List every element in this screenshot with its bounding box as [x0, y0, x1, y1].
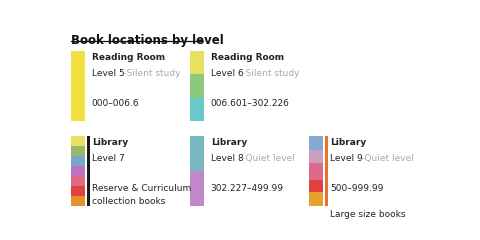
Text: Level 6: Level 6: [211, 69, 243, 78]
Bar: [87, 136, 90, 206]
Text: –Silent study: –Silent study: [240, 69, 299, 78]
Bar: [309, 192, 324, 206]
Text: Level 9: Level 9: [330, 155, 363, 163]
Bar: [309, 150, 324, 163]
Text: Level 8: Level 8: [211, 155, 243, 163]
Bar: [71, 176, 85, 186]
Text: Reserve & Curriculum
collection books: Reserve & Curriculum collection books: [92, 184, 191, 205]
Text: –Quiet level: –Quiet level: [240, 155, 295, 163]
Text: 006.601–302.226: 006.601–302.226: [211, 99, 289, 108]
Text: Library: Library: [211, 138, 247, 147]
Text: –Silent study: –Silent study: [121, 69, 180, 78]
Bar: [190, 136, 204, 171]
Text: 302.227–499.99: 302.227–499.99: [211, 184, 284, 193]
Bar: [190, 171, 204, 206]
Text: Library: Library: [92, 138, 128, 147]
Text: 500–999.99: 500–999.99: [330, 184, 384, 193]
Text: –Quiet level: –Quiet level: [360, 155, 414, 163]
Bar: [71, 146, 85, 156]
Bar: [190, 98, 204, 121]
Text: Large size books: Large size books: [330, 210, 406, 219]
Text: Reading Room: Reading Room: [92, 53, 165, 62]
Bar: [71, 51, 85, 121]
Bar: [309, 180, 324, 192]
Bar: [71, 186, 85, 196]
Text: 000–006.6: 000–006.6: [92, 99, 139, 108]
Bar: [71, 166, 85, 176]
Bar: [71, 156, 85, 166]
Bar: [309, 136, 324, 150]
Bar: [190, 51, 204, 74]
Text: Level 5: Level 5: [92, 69, 124, 78]
Bar: [71, 136, 85, 146]
Text: Reading Room: Reading Room: [211, 53, 284, 62]
Bar: [309, 163, 324, 180]
Bar: [325, 136, 328, 206]
Bar: [71, 196, 85, 206]
Bar: [190, 74, 204, 98]
Text: Library: Library: [330, 138, 366, 147]
Text: Level 7: Level 7: [92, 155, 125, 163]
Text: Book locations by level: Book locations by level: [71, 34, 224, 47]
